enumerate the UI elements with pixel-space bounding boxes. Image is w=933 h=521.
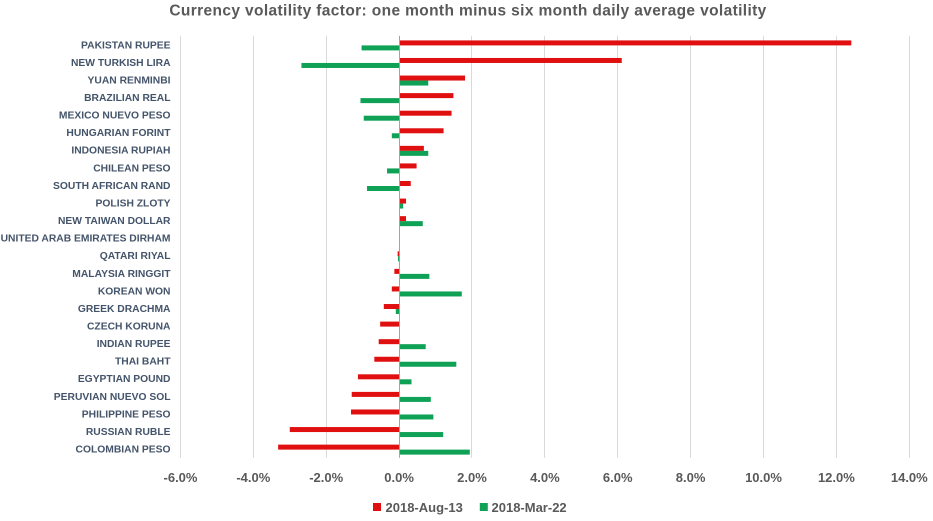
svg-text:SOUTH AFRICAN RAND: SOUTH AFRICAN RAND [53,181,170,192]
svg-text:12.0%: 12.0% [818,470,855,485]
svg-text:INDONESIA RUPIAH: INDONESIA RUPIAH [71,146,170,157]
svg-text:NEW TAIWAN DOLLAR: NEW TAIWAN DOLLAR [58,216,171,227]
svg-text:8.0%: 8.0% [676,470,706,485]
svg-text:HUNGARIAN FORINT: HUNGARIAN FORINT [66,128,171,139]
svg-text:MALAYSIA RINGGIT: MALAYSIA RINGGIT [72,269,171,280]
svg-text:YUAN RENMINBI: YUAN RENMINBI [88,75,171,86]
svg-text:CZECH KORUNA: CZECH KORUNA [87,321,171,332]
svg-text:CHILEAN PESO: CHILEAN PESO [93,163,170,174]
svg-text:BRAZILIAN REAL: BRAZILIAN REAL [84,93,170,104]
svg-text:POLISH ZLOTY: POLISH ZLOTY [96,198,171,209]
svg-text:RUSSIAN RUBLE: RUSSIAN RUBLE [86,427,171,438]
svg-text:2018-Aug-13: 2018-Aug-13 [386,500,463,515]
svg-text:2.0%: 2.0% [457,470,487,485]
svg-text:-2.0%: -2.0% [309,470,343,485]
svg-text:KOREAN WON: KOREAN WON [98,286,171,297]
svg-text:QATARI RIYAL: QATARI RIYAL [100,251,171,262]
svg-text:UNITED ARAB EMIRATES DIRHAM: UNITED ARAB EMIRATES DIRHAM [1,234,171,245]
svg-text:GREEK DRACHMA: GREEK DRACHMA [78,304,171,315]
svg-text:-4.0%: -4.0% [236,470,270,485]
svg-text:PHILIPPINE PESO: PHILIPPINE PESO [82,409,171,420]
svg-text:PAKISTAN RUPEE: PAKISTAN RUPEE [81,40,171,51]
svg-text:2018-Mar-22: 2018-Mar-22 [492,500,567,515]
svg-text:MEXICO NUEVO PESO: MEXICO NUEVO PESO [59,111,171,122]
svg-text:EGYPTIAN POUND: EGYPTIAN POUND [78,374,171,385]
svg-text:10.0%: 10.0% [745,470,782,485]
svg-text:4.0%: 4.0% [530,470,560,485]
svg-text:INDIAN RUPEE: INDIAN RUPEE [97,339,171,350]
svg-text:COLOMBIAN PESO: COLOMBIAN PESO [76,445,171,456]
svg-text:THAI BAHT: THAI BAHT [115,357,171,368]
svg-text:-6.0%: -6.0% [164,470,198,485]
svg-text:PERUVIAN NUEVO SOL: PERUVIAN NUEVO SOL [54,392,171,403]
svg-text:14.0%: 14.0% [891,470,928,485]
svg-text:Currency volatility factor: on: Currency volatility factor: one month mi… [169,2,766,19]
svg-text:6.0%: 6.0% [603,470,633,485]
svg-text:0.0%: 0.0% [384,470,414,485]
svg-text:NEW TURKISH LIRA: NEW TURKISH LIRA [71,58,171,69]
